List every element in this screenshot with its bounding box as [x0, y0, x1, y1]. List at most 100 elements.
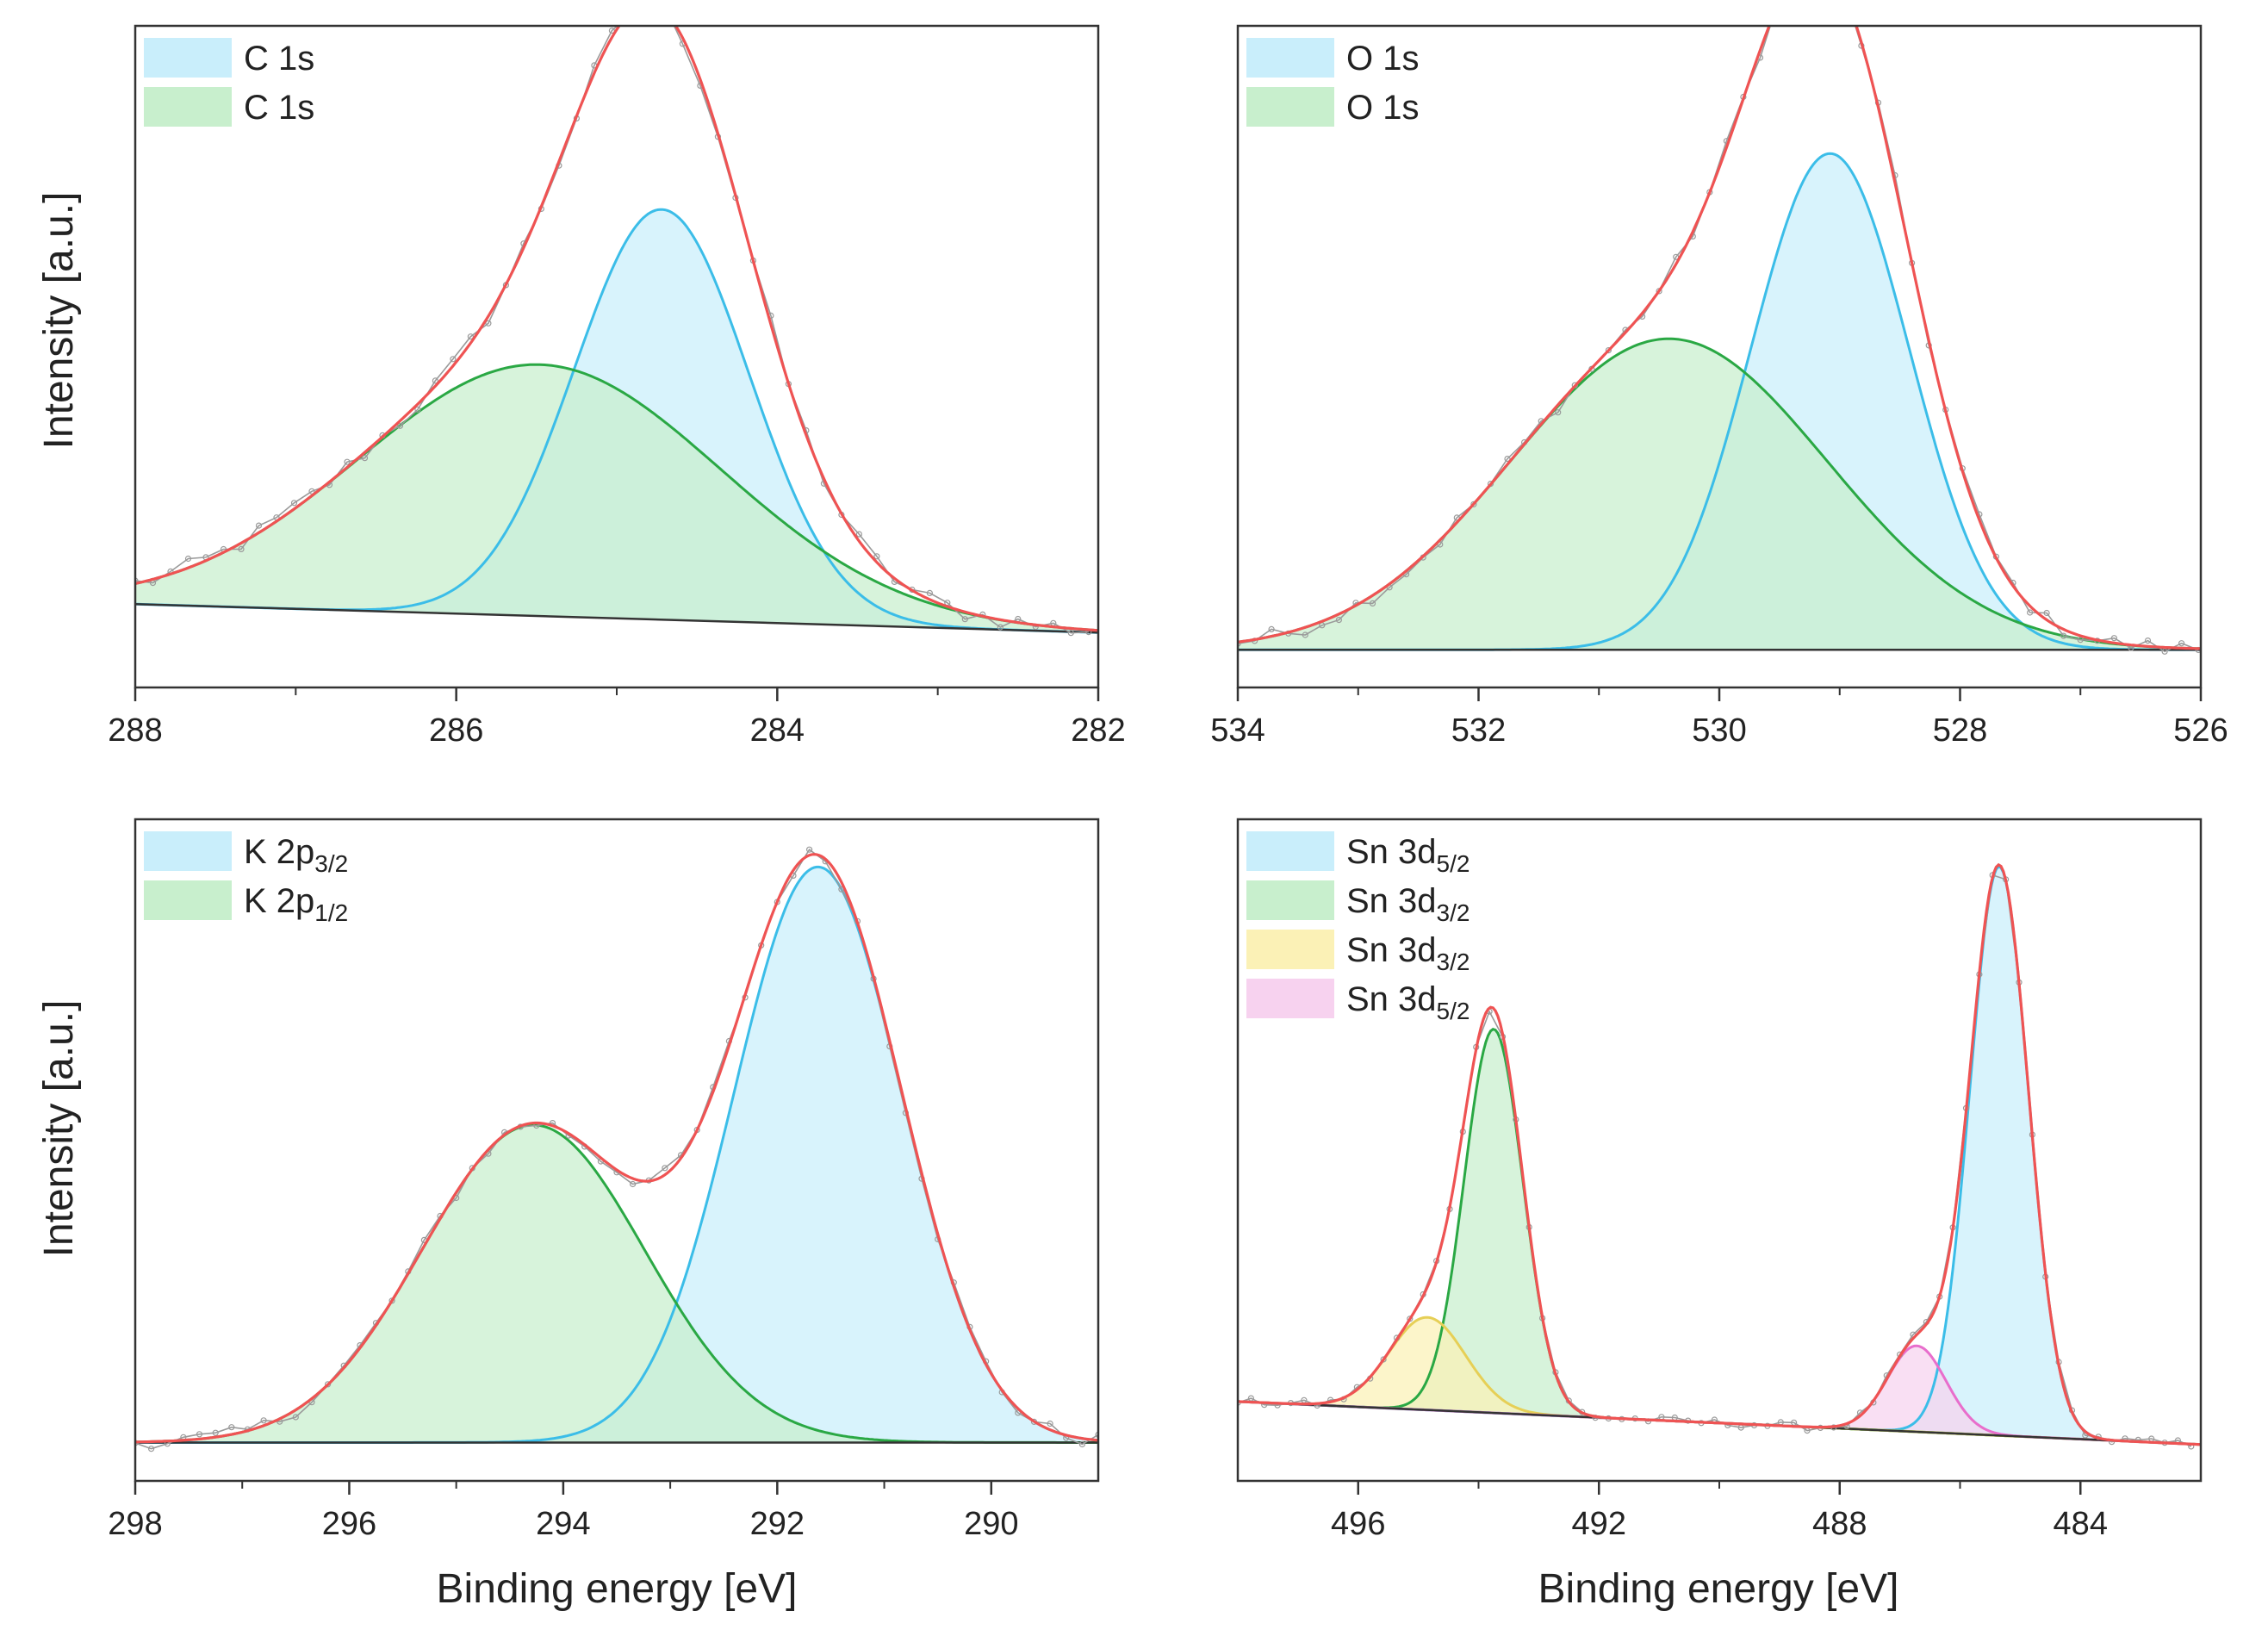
raw-point [1555, 409, 1562, 416]
envelope-fit [1238, 862, 2201, 1446]
x-tick-label: 532 [1451, 712, 1506, 749]
envelope-fit [135, 26, 1098, 632]
x-tick-label: 484 [2054, 1506, 2108, 1542]
legend-swatch-green [144, 880, 232, 920]
raw-point [644, 3, 649, 8]
x-tick-label: 290 [964, 1506, 1018, 1542]
ylabel-top: Intensity [a.u.] [36, 192, 82, 450]
panel-1-lines [135, 3, 1098, 637]
raw-point [292, 1414, 299, 1421]
raw-point [467, 333, 475, 340]
raw-point [1078, 1440, 1086, 1448]
raw-point [1335, 616, 1343, 624]
legend-label: Sn 3d3/2 [1346, 931, 1470, 975]
x-tick-label: 526 [2173, 712, 2228, 749]
raw-point [148, 1446, 155, 1452]
envelope-fit [1238, 26, 2201, 650]
legend-swatch-blue [144, 38, 232, 78]
raw-point [1774, 2, 1780, 7]
raw-line [135, 849, 1098, 1450]
x-tick-label: 294 [536, 1506, 590, 1542]
panel-2-fills [1238, 153, 2201, 650]
raw-point [290, 500, 298, 507]
xlabel-bottom-right: Binding energy [eV] [1538, 1566, 1899, 1612]
legend-swatch-blue [1246, 38, 1334, 78]
raw-point [2161, 648, 2168, 655]
panel-3-legend: K 2p3/2 K 2p1/2 [144, 831, 348, 926]
x-tick-label: 496 [1331, 1506, 1385, 1542]
peak-fill-blue [135, 867, 1098, 1443]
panel-3-fills [135, 867, 1098, 1443]
peak-fill-blue [1238, 153, 2201, 650]
legend-label: K 2p1/2 [244, 882, 348, 926]
x-tick-label: 292 [750, 1506, 805, 1542]
x-tick-label: 488 [1812, 1506, 1867, 1542]
legend-label: O 1s [1346, 89, 1419, 127]
legend-label: O 1s [1346, 40, 1419, 78]
x-tick-label: 528 [1933, 712, 1987, 749]
legend-label: C 1s [244, 40, 314, 78]
x-tick-label: 288 [108, 712, 162, 749]
panel-2-x-axis: 534 532 530 528 526 [1210, 687, 2228, 749]
peak-fill-pink [1238, 1346, 2201, 1445]
panel-4-x-axis: 496 492 488 484 [1331, 1481, 2108, 1542]
panel-3-frame [134, 818, 1100, 1483]
panel-4-lines [1238, 862, 2201, 1450]
legend-swatch-yellow [1246, 930, 1334, 969]
panel-4-fills [1238, 866, 2201, 1445]
raw-point [308, 488, 315, 494]
x-tick-label: 492 [1572, 1506, 1626, 1542]
x-tick-label: 284 [750, 712, 805, 749]
raw-point [627, 12, 632, 17]
axis-labels: Intensity [a.u.] Intensity [a.u.] Bindin… [36, 192, 1898, 1612]
legend-label: Sn 3d5/2 [1346, 980, 1470, 1024]
raw-point [855, 531, 863, 538]
panel-2-legend: O 1s O 1s [1246, 38, 1419, 127]
peak-lines [135, 2, 2201, 1452]
raw-point [450, 356, 457, 363]
raw-point [1095, 1431, 1098, 1438]
peak-fill-green [135, 364, 1098, 633]
legends: C 1sC 1sO 1sO 1sK 2p3/2K 2p1/2Sn 3d5/2Sn… [144, 38, 1470, 1024]
legend-swatch-green [1246, 880, 1334, 920]
peak-fill-green [1238, 339, 2201, 650]
background-line [135, 602, 1098, 634]
legend-swatch-green [144, 87, 232, 127]
raw-point [662, 1165, 668, 1172]
raw-point [1605, 347, 1612, 354]
ylabel-bottom: Intensity [a.u.] [36, 1000, 82, 1258]
panel-4-legend: Sn 3d5/2 Sn 3d3/2 Sn 3d3/2 Sn 3d5/2 [1246, 831, 1470, 1024]
legend-label: Sn 3d5/2 [1346, 833, 1470, 877]
peak-fill-yellow [1238, 1317, 2201, 1445]
raw-point [2144, 637, 2152, 644]
x-tick-label: 530 [1692, 712, 1746, 749]
raw-point [1453, 514, 1460, 521]
legend-swatch-blue [1246, 831, 1334, 871]
raw-point [873, 553, 880, 560]
panel-1-fills [135, 209, 1098, 633]
raw-line [135, 26, 1089, 634]
raw-point [997, 624, 1004, 631]
raw-point [414, 406, 421, 413]
raw-point [1504, 455, 1511, 463]
legend-swatch-blue [144, 831, 232, 871]
x-tick-label: 534 [1210, 712, 1264, 749]
raw-point [1380, 1356, 1387, 1363]
legend-label: Sn 3d3/2 [1346, 882, 1470, 926]
xlabel-bottom-left: Binding energy [eV] [437, 1566, 798, 1612]
raw-point [662, 3, 668, 9]
legend-swatch-pink [1246, 979, 1334, 1018]
legend-swatch-green [1246, 87, 1334, 127]
x-tick-label: 282 [1071, 712, 1125, 749]
raw-point [485, 320, 492, 327]
raw-point [805, 846, 813, 853]
raw-point [325, 1381, 332, 1388]
x-tick-label: 296 [322, 1506, 376, 1542]
x-tick-label: 286 [429, 712, 483, 749]
panel-1-x-axis: 288 286 284 282 [108, 687, 1126, 749]
raw-point [1470, 501, 1477, 507]
legend-label: K 2p3/2 [244, 833, 348, 877]
panel-3-lines [135, 846, 1098, 1452]
